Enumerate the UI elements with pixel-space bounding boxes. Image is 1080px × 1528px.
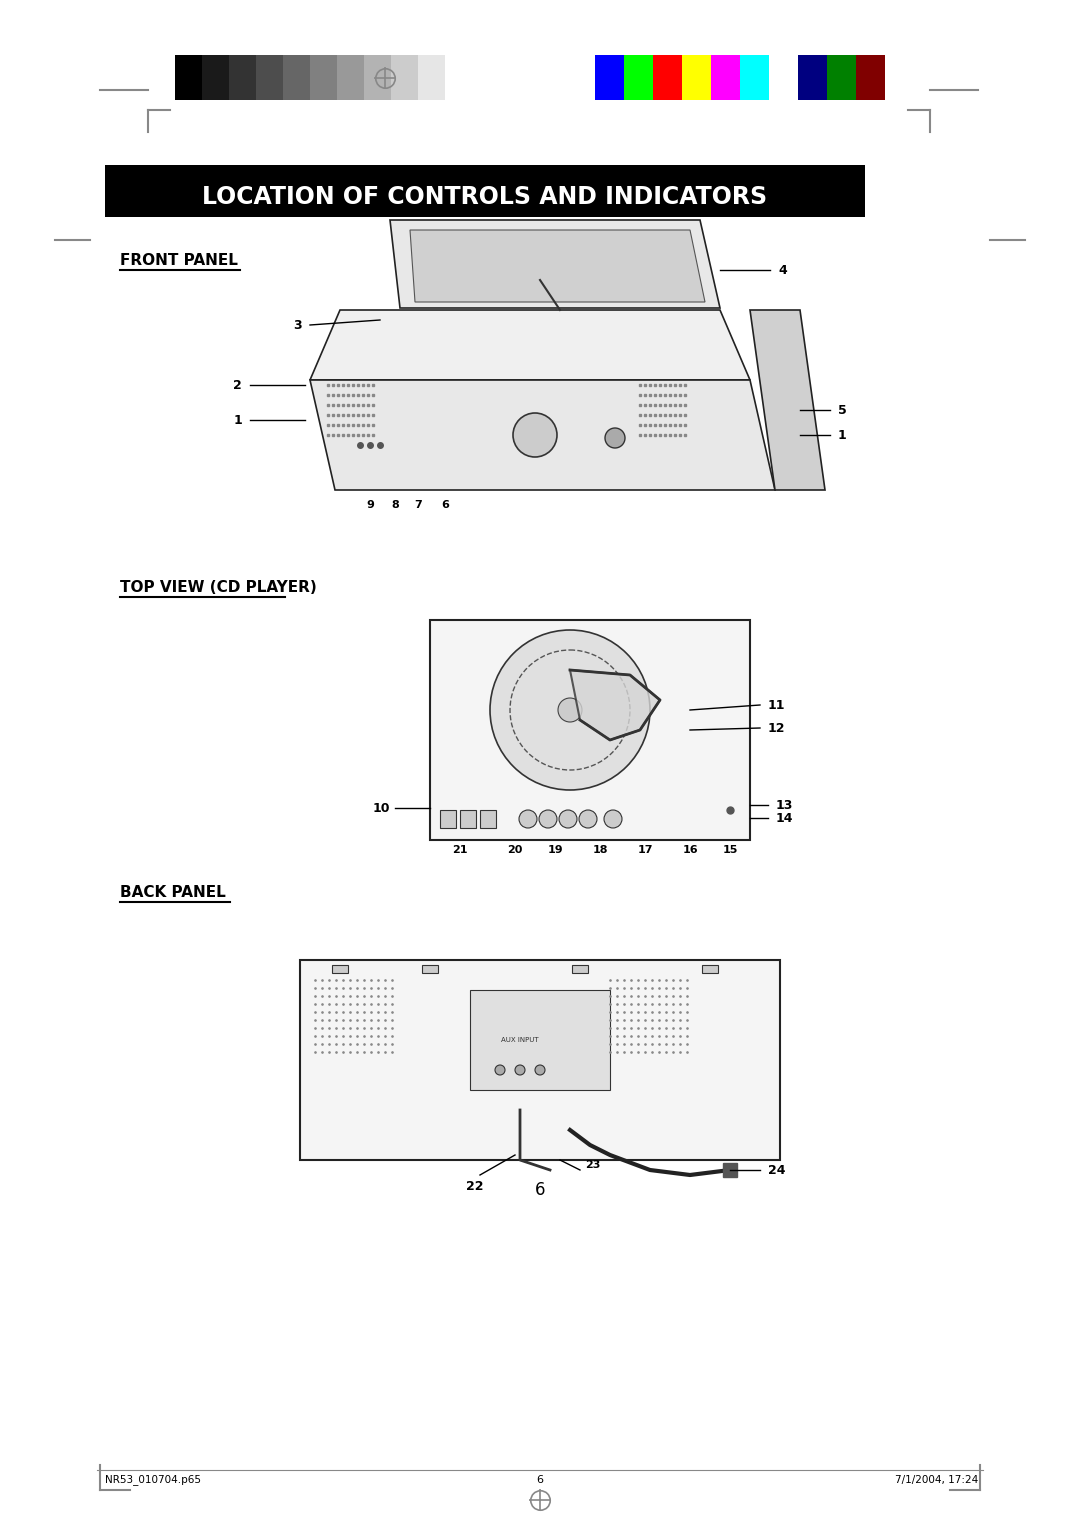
Text: 5: 5: [838, 403, 847, 417]
Text: 22: 22: [467, 1180, 484, 1193]
Text: 12: 12: [768, 721, 785, 735]
Polygon shape: [310, 380, 775, 490]
Bar: [798, 55, 827, 99]
Text: 7/1/2004, 17:24: 7/1/2004, 17:24: [894, 1475, 978, 1485]
Bar: [440, 810, 456, 828]
Bar: [332, 966, 348, 973]
Text: 20: 20: [508, 845, 523, 856]
Circle shape: [604, 810, 622, 828]
Bar: [300, 960, 780, 1160]
Text: 23: 23: [585, 1160, 600, 1170]
Bar: [653, 55, 681, 99]
Bar: [256, 55, 283, 99]
Text: 6: 6: [537, 1475, 543, 1485]
Circle shape: [535, 1065, 545, 1076]
Text: LOCATION OF CONTROLS AND INDICATORS: LOCATION OF CONTROLS AND INDICATORS: [202, 185, 768, 209]
Bar: [422, 966, 438, 973]
Bar: [430, 620, 750, 840]
Text: 15: 15: [723, 845, 738, 856]
Bar: [175, 55, 202, 99]
Text: 2: 2: [233, 379, 242, 391]
Bar: [105, 165, 865, 217]
Bar: [681, 55, 711, 99]
Bar: [740, 55, 769, 99]
Bar: [470, 990, 610, 1089]
Text: BACK PANEL: BACK PANEL: [120, 885, 226, 900]
Text: 6: 6: [535, 1181, 545, 1199]
Polygon shape: [750, 310, 825, 490]
Text: 21: 21: [453, 845, 468, 856]
Text: 9: 9: [366, 500, 374, 510]
Text: 4: 4: [778, 263, 786, 277]
Text: 19: 19: [548, 845, 563, 856]
Polygon shape: [390, 220, 720, 309]
Circle shape: [495, 1065, 505, 1076]
Bar: [460, 810, 476, 828]
Circle shape: [539, 810, 557, 828]
Bar: [202, 55, 229, 99]
Bar: [283, 55, 310, 99]
Circle shape: [490, 630, 650, 790]
Text: AUX INPUT: AUX INPUT: [501, 1038, 539, 1044]
Bar: [769, 55, 798, 99]
Circle shape: [515, 1065, 525, 1076]
Bar: [711, 55, 740, 99]
Text: 3: 3: [294, 318, 302, 332]
Text: 18: 18: [592, 845, 608, 856]
Text: NR53_010704.p65: NR53_010704.p65: [105, 1475, 201, 1485]
Text: 8: 8: [391, 500, 399, 510]
Bar: [827, 55, 856, 99]
Text: 14: 14: [777, 811, 794, 825]
Text: 6: 6: [441, 500, 449, 510]
Text: 11: 11: [768, 698, 785, 712]
Circle shape: [513, 413, 557, 457]
Bar: [229, 55, 256, 99]
Text: FRONT PANEL: FRONT PANEL: [120, 254, 238, 267]
Bar: [595, 55, 624, 99]
Bar: [310, 55, 337, 99]
Polygon shape: [570, 669, 660, 740]
Bar: [418, 55, 445, 99]
Bar: [572, 966, 588, 973]
Bar: [480, 810, 496, 828]
Bar: [624, 55, 653, 99]
Text: 17: 17: [637, 845, 652, 856]
Bar: [337, 55, 364, 99]
Circle shape: [558, 698, 582, 723]
Bar: [391, 55, 418, 99]
Text: 24: 24: [768, 1163, 785, 1177]
Text: 7: 7: [414, 500, 422, 510]
Bar: [364, 55, 391, 99]
Bar: [856, 55, 885, 99]
Circle shape: [559, 810, 577, 828]
Text: 10: 10: [373, 802, 390, 814]
Text: 1: 1: [233, 414, 242, 426]
Circle shape: [579, 810, 597, 828]
Text: 13: 13: [777, 799, 794, 811]
Bar: [445, 55, 472, 99]
Bar: [702, 966, 718, 973]
Polygon shape: [310, 310, 750, 380]
Text: 16: 16: [683, 845, 698, 856]
Circle shape: [605, 428, 625, 448]
Text: TOP VIEW (CD PLAYER): TOP VIEW (CD PLAYER): [120, 581, 316, 594]
Circle shape: [519, 810, 537, 828]
Text: 1: 1: [838, 428, 847, 442]
Polygon shape: [410, 231, 705, 303]
